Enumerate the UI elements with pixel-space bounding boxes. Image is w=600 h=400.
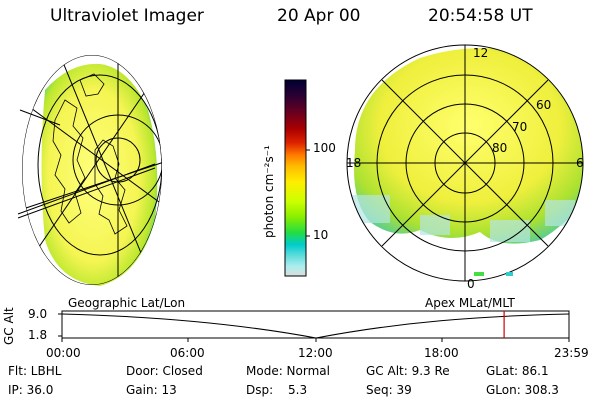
info-dsp-value: 5.3 [288,383,308,397]
info-dsp-label: Dsp: [246,383,274,397]
lat-label-80: 80 [492,141,508,155]
timeline-plot [58,310,570,342]
info-seq: Seq: 39 [366,383,412,397]
colorbar-tick-10: 10 [313,228,329,242]
timeline-axis-label: GC Alt [2,307,16,345]
app-title: Ultraviolet Imager [50,6,204,26]
info-glon: GLon: 308.3 [486,383,559,397]
info-glat: GLat: 86.1 [486,364,549,378]
geographic-globe [17,55,162,286]
info-gc-alt: GC Alt: 9.3 Re [366,364,450,378]
mlt-label-6: 6 [576,156,584,170]
timeline-ytick-1-8: 1.8 [28,328,48,342]
info-mode: Mode: Normal [246,364,330,378]
date-label: 20 Apr 00 [277,6,361,26]
mlt-label-0: 0 [467,277,475,291]
apex-label: Apex MLat/MLT [425,296,515,310]
mlt-label-18: 18 [346,156,362,170]
magnetic-polar-plot [346,44,584,282]
timeline-xtick-0000: 00:00 [46,346,81,360]
colorbar-unit-label: photon cm⁻²s⁻¹ [262,145,276,238]
timeline-ytick-9: 9.0 [28,307,48,321]
timeline-xtick-2359: 23:59 [554,346,589,360]
timeline-xtick-0600: 06:00 [170,346,205,360]
mlt-label-12: 12 [473,46,489,60]
timeline-xtick-1800: 18:00 [424,346,459,360]
geographic-label: Geographic Lat/Lon [68,296,186,310]
colorbar-tick-100: 100 [313,141,336,155]
info-ip: IP: 36.0 [8,383,54,397]
timeline-xtick-1200: 12:00 [298,346,333,360]
info-door: Door: Closed [126,364,203,378]
time-label: 20:54:58 UT [428,6,533,26]
info-gain: Gain: 13 [126,383,177,397]
lat-label-60: 60 [536,98,552,112]
lat-label-70: 70 [512,120,528,134]
colorbar [284,79,310,277]
info-filter: Flt: LBHL [8,364,62,378]
